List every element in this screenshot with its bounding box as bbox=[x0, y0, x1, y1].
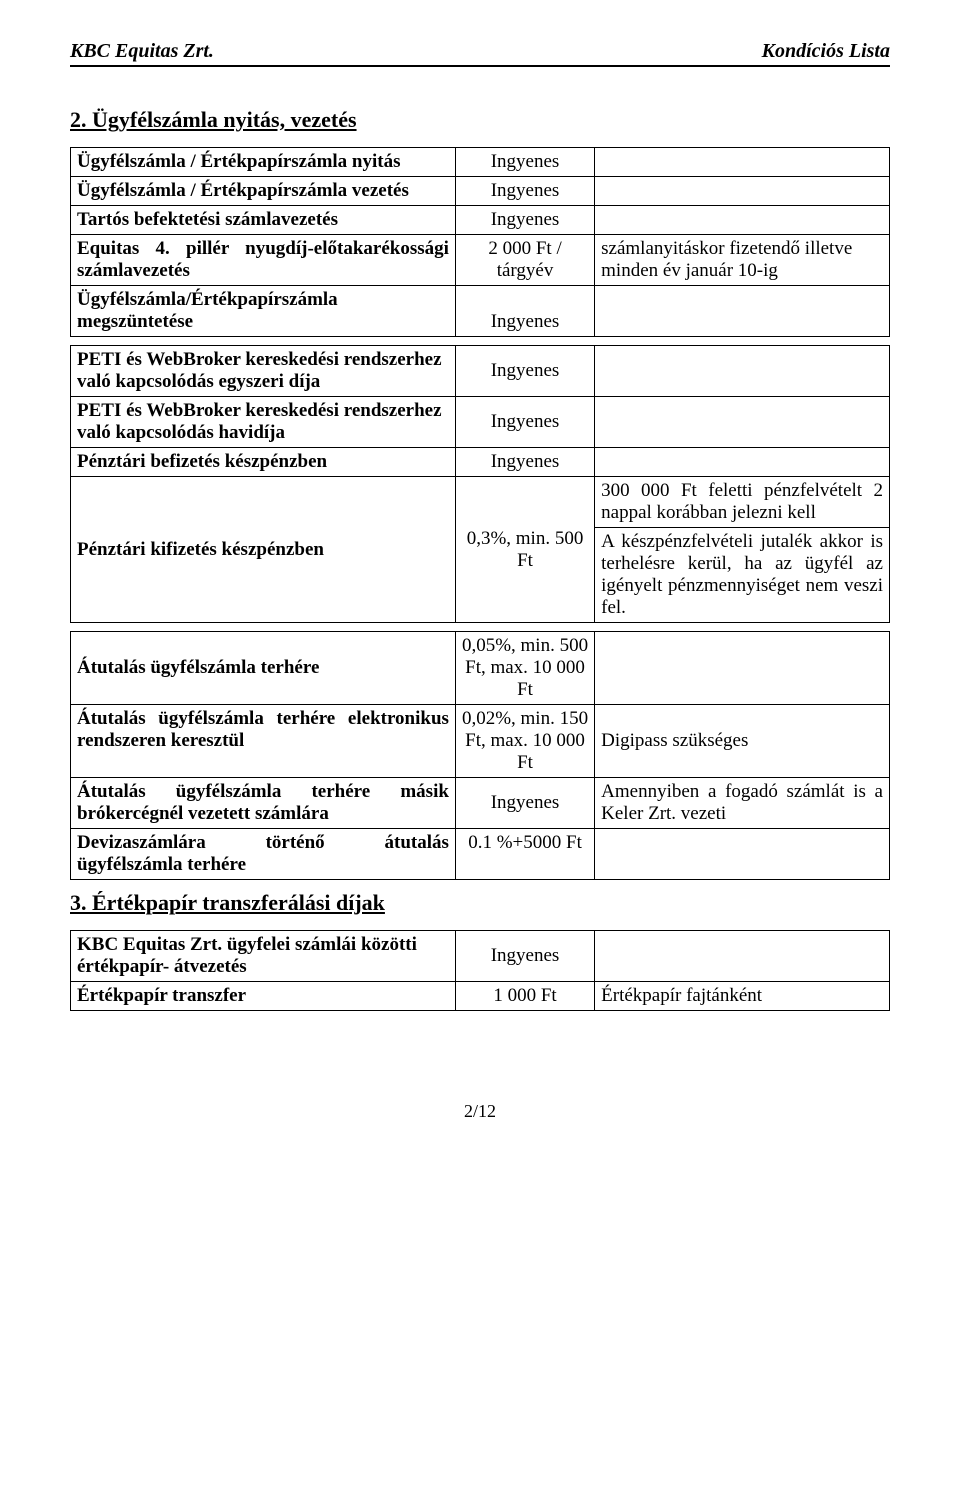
cell-label: Devizaszámlára történő átutalás ügyfélsz… bbox=[71, 829, 456, 880]
page-number: 2/12 bbox=[70, 1101, 890, 1122]
table-row: Ügyfélszámla / Értékpapírszámla nyitás I… bbox=[71, 148, 890, 177]
cell-label: PETI és WebBroker kereskedési rendszerhe… bbox=[71, 346, 456, 397]
table-row: Értékpapír transzfer 1 000 Ft Értékpapír… bbox=[71, 982, 890, 1011]
table-row: Equitas 4. pillér nyugdíj-előtakarékossá… bbox=[71, 235, 890, 286]
table-row: Devizaszámlára történő átutalás ügyfélsz… bbox=[71, 829, 890, 880]
cell-value: Ingyenes bbox=[455, 778, 594, 829]
table-section2a: Ügyfélszámla / Értékpapírszámla nyitás I… bbox=[70, 147, 890, 337]
cell-note: A készpénzfelvételi jutalék akkor is ter… bbox=[595, 528, 890, 623]
cell-label: Pénztári befizetés készpénzben bbox=[71, 448, 456, 477]
cell-label: KBC Equitas Zrt. ügyfelei számlái között… bbox=[71, 931, 456, 982]
page-header: KBC Equitas Zrt. Kondíciós Lista bbox=[70, 40, 890, 67]
cell-value: Ingyenes bbox=[455, 206, 594, 235]
cell-value: Ingyenes bbox=[455, 177, 594, 206]
cell-value: 0,3%, min. 500 Ft bbox=[455, 477, 594, 623]
cell-label: Átutalás ügyfélszámla terhére elektronik… bbox=[71, 705, 456, 778]
cell-value: 0,02%, min. 150 Ft, max. 10 000 Ft bbox=[455, 705, 594, 778]
page-container: KBC Equitas Zrt. Kondíciós Lista 2. Ügyf… bbox=[0, 0, 960, 1162]
cell-note: 300 000 Ft feletti pénzfelvételt 2 nappa… bbox=[595, 477, 890, 528]
table-row: Ügyfélszámla / Értékpapírszámla vezetés … bbox=[71, 177, 890, 206]
header-right: Kondíciós Lista bbox=[762, 40, 890, 63]
cell-label: Átutalás ügyfélszámla terhére másik brók… bbox=[71, 778, 456, 829]
table-section2c: Átutalás ügyfélszámla terhére 0,05%, min… bbox=[70, 631, 890, 880]
cell-label: PETI és WebBroker kereskedési rendszerhe… bbox=[71, 397, 456, 448]
cell-label: Equitas 4. pillér nyugdíj-előtakarékossá… bbox=[71, 235, 456, 286]
cell-label: Ügyfélszámla / Értékpapírszámla nyitás bbox=[71, 148, 456, 177]
cell-note: Digipass szükséges bbox=[595, 705, 890, 778]
cell-note bbox=[595, 632, 890, 705]
cell-note: számlanyitáskor fizetendő illetve minden… bbox=[595, 235, 890, 286]
cell-value: Ingyenes bbox=[455, 346, 594, 397]
table-row: Átutalás ügyfélszámla terhére 0,05%, min… bbox=[71, 632, 890, 705]
cell-value: Ingyenes bbox=[455, 148, 594, 177]
table-row: Pénztári kifizetés készpénzben 0,3%, min… bbox=[71, 477, 890, 528]
cell-label: Ügyfélszámla / Értékpapírszámla vezetés bbox=[71, 177, 456, 206]
cell-label: Pénztári kifizetés készpénzben bbox=[71, 477, 456, 623]
header-left: KBC Equitas Zrt. bbox=[70, 40, 214, 63]
table-row: PETI és WebBroker kereskedési rendszerhe… bbox=[71, 397, 890, 448]
table-row: KBC Equitas Zrt. ügyfelei számlái között… bbox=[71, 931, 890, 982]
cell-note bbox=[595, 148, 890, 177]
cell-note bbox=[595, 286, 890, 337]
cell-label: Értékpapír transzfer bbox=[71, 982, 456, 1011]
cell-value: Ingyenes bbox=[455, 397, 594, 448]
cell-note bbox=[595, 346, 890, 397]
table-row: Átutalás ügyfélszámla terhére elektronik… bbox=[71, 705, 890, 778]
cell-value: 1 000 Ft bbox=[455, 982, 594, 1011]
cell-note bbox=[595, 397, 890, 448]
cell-label: Tartós befektetési számlavezetés bbox=[71, 206, 456, 235]
table-row: PETI és WebBroker kereskedési rendszerhe… bbox=[71, 346, 890, 397]
cell-note bbox=[595, 931, 890, 982]
cell-value: Ingyenes bbox=[455, 448, 594, 477]
cell-note bbox=[595, 177, 890, 206]
cell-value: 2 000 Ft / tárgyév bbox=[455, 235, 594, 286]
cell-note bbox=[595, 206, 890, 235]
cell-value: 0,05%, min. 500 Ft, max. 10 000 Ft bbox=[455, 632, 594, 705]
cell-value: Ingyenes bbox=[455, 286, 594, 337]
table-row: Tartós befektetési számlavezetés Ingyene… bbox=[71, 206, 890, 235]
table-section2b: PETI és WebBroker kereskedési rendszerhe… bbox=[70, 345, 890, 623]
section-3-title: 3. Értékpapír transzferálási díjak bbox=[70, 890, 890, 916]
cell-label: Átutalás ügyfélszámla terhére bbox=[71, 632, 456, 705]
cell-note: Amennyiben a fogadó számlát is a Keler Z… bbox=[595, 778, 890, 829]
table-row: Átutalás ügyfélszámla terhére másik brók… bbox=[71, 778, 890, 829]
cell-note bbox=[595, 448, 890, 477]
cell-label: Ügyfélszámla/Értékpapírszámla megszüntet… bbox=[71, 286, 456, 337]
cell-note: Értékpapír fajtánként bbox=[595, 982, 890, 1011]
table-row: Pénztári befizetés készpénzben Ingyenes bbox=[71, 448, 890, 477]
table-row: Ügyfélszámla/Értékpapírszámla megszüntet… bbox=[71, 286, 890, 337]
section-2-title: 2. Ügyfélszámla nyitás, vezetés bbox=[70, 107, 890, 133]
cell-value: Ingyenes bbox=[455, 931, 594, 982]
cell-value: 0.1 %+5000 Ft bbox=[455, 829, 594, 880]
table-section3: KBC Equitas Zrt. ügyfelei számlái között… bbox=[70, 930, 890, 1011]
cell-note bbox=[595, 829, 890, 880]
